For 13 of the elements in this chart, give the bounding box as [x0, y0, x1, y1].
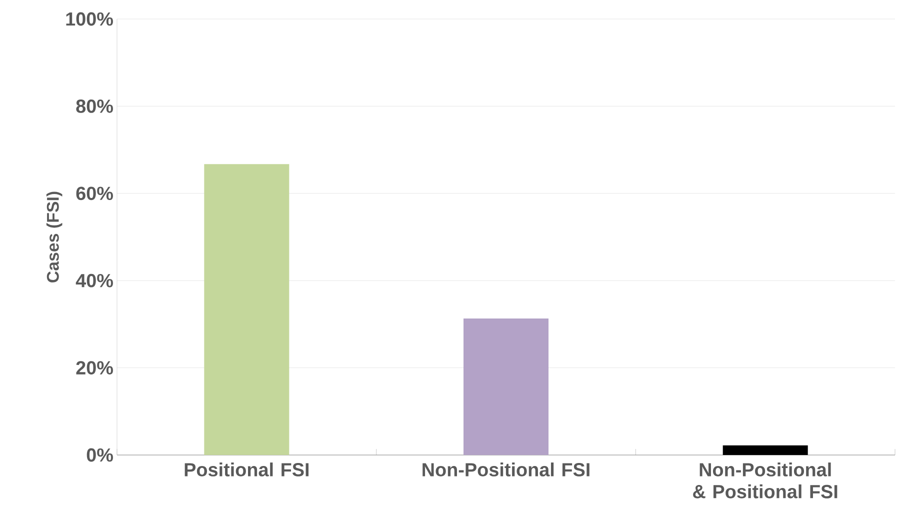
y-tick-label: 40% — [76, 274, 113, 288]
y-tick-label: 60% — [76, 186, 113, 200]
x-tick-label: Non-Positional FSI — [422, 462, 590, 476]
bar — [464, 318, 549, 455]
y-tick-label: 20% — [76, 361, 113, 375]
x-tick-label: Positional FSI — [184, 462, 309, 476]
y-axis-title: Cases (FSI) — [46, 192, 62, 282]
y-tick-label: 0% — [86, 448, 113, 462]
bar — [722, 445, 808, 455]
x-tick-label: Non-Positional & Positional FSI — [693, 462, 838, 498]
bar — [204, 164, 290, 455]
y-tick-label: 100% — [66, 12, 113, 26]
y-tick-label: 80% — [76, 99, 113, 113]
